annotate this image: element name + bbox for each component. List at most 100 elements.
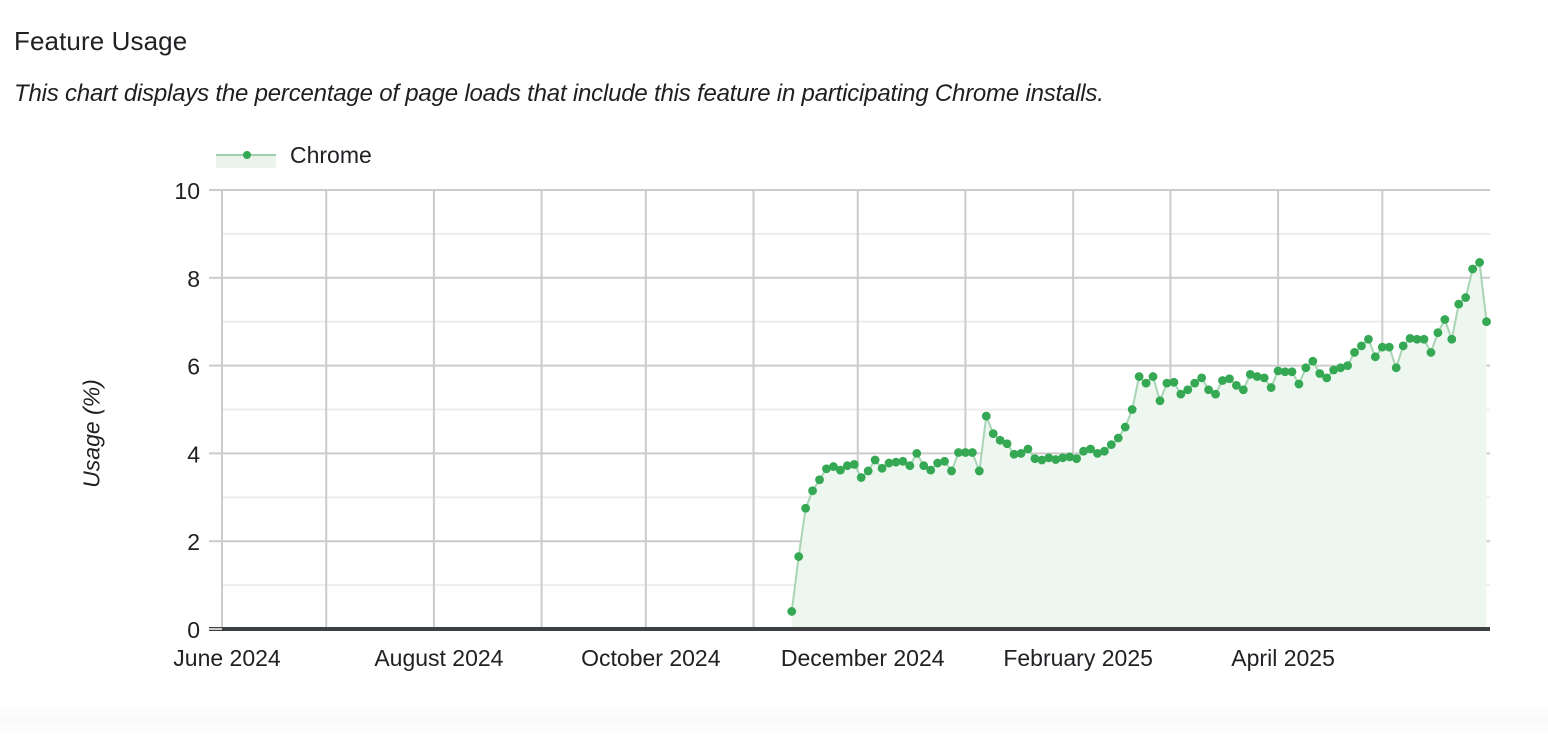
series-point[interactable] (1426, 348, 1436, 357)
series-point[interactable] (1093, 449, 1102, 458)
series-point[interactable] (1475, 258, 1484, 267)
series-point[interactable] (822, 464, 831, 474)
series-point[interactable] (808, 486, 817, 496)
series-point[interactable] (1384, 342, 1394, 352)
series-point[interactable] (988, 429, 998, 439)
series-point[interactable] (1336, 363, 1346, 373)
series-point[interactable] (912, 449, 922, 458)
series-point[interactable] (1357, 341, 1366, 351)
series-point[interactable] (919, 461, 929, 471)
series-point[interactable] (1148, 372, 1158, 381)
series-point[interactable] (877, 463, 887, 473)
series-point[interactable] (1141, 378, 1151, 388)
series-point[interactable] (815, 475, 824, 485)
series-point[interactable] (1044, 453, 1054, 463)
series-point[interactable] (1315, 369, 1325, 378)
series-point[interactable] (884, 458, 894, 468)
series-point[interactable] (1086, 444, 1095, 454)
series-point[interactable] (1127, 405, 1137, 414)
series-point[interactable] (842, 461, 852, 471)
series-point[interactable] (898, 456, 908, 466)
series-point[interactable] (1232, 380, 1241, 390)
series-point[interactable] (1079, 446, 1088, 456)
series-point[interactable] (870, 455, 880, 465)
series-point[interactable] (1405, 333, 1415, 343)
series-point[interactable] (1134, 372, 1144, 381)
series-point[interactable] (940, 456, 949, 466)
series-point[interactable] (1287, 367, 1297, 377)
series-point[interactable] (891, 457, 901, 467)
series-point[interactable] (1009, 449, 1019, 459)
series-point[interactable] (1162, 378, 1172, 388)
series-point[interactable] (1051, 455, 1061, 464)
usage-chart[interactable]: Chrome Usage (%) 0 2 4 6 8 10 June 2024 August … (0, 120, 1548, 690)
series-point[interactable] (1294, 379, 1304, 389)
series-point[interactable] (1106, 440, 1116, 450)
series-point[interactable] (954, 448, 963, 457)
series-point[interactable] (1058, 453, 1068, 463)
series-point[interactable] (1120, 422, 1130, 432)
series-point[interactable] (1023, 444, 1033, 454)
series-point[interactable] (933, 458, 943, 468)
series-point[interactable] (794, 552, 804, 561)
series-point[interactable] (856, 473, 866, 482)
series-point[interactable] (801, 503, 811, 513)
series-point[interactable] (1461, 293, 1471, 302)
series-point[interactable] (1225, 374, 1234, 384)
series-point[interactable] (1252, 372, 1262, 381)
series-point[interactable] (1065, 452, 1075, 462)
series-point[interactable] (1190, 378, 1200, 388)
series-point[interactable] (1238, 385, 1248, 395)
series-point[interactable] (1391, 363, 1401, 373)
series-point[interactable] (1030, 454, 1040, 464)
series-point[interactable] (947, 466, 956, 476)
series-point[interactable] (981, 411, 991, 421)
series-point[interactable] (961, 448, 970, 457)
series-point[interactable] (1072, 454, 1081, 464)
series-point[interactable] (1370, 352, 1380, 362)
series-point[interactable] (849, 459, 859, 469)
series-point[interactable] (1169, 377, 1179, 387)
series-point[interactable] (1002, 439, 1012, 449)
series-point[interactable] (1308, 356, 1318, 366)
series-point[interactable] (835, 465, 845, 475)
series-point[interactable] (1037, 455, 1047, 465)
series-point[interactable] (974, 466, 984, 476)
series-point[interactable] (1398, 341, 1408, 351)
series-point[interactable] (1245, 369, 1255, 379)
series-point[interactable] (1266, 383, 1276, 392)
series-point[interactable] (1454, 299, 1464, 309)
series-point[interactable] (1377, 342, 1387, 352)
series-point[interactable] (1176, 389, 1186, 399)
series-point[interactable] (1364, 334, 1373, 344)
series-point[interactable] (1183, 385, 1193, 395)
chart-svg[interactable]: 0 2 4 6 8 10 June 2024 August 2024 October 2024 D… (0, 120, 1548, 690)
series-point[interactable] (905, 461, 915, 471)
series-point[interactable] (1447, 334, 1457, 344)
series-point[interactable] (829, 462, 838, 471)
series-point[interactable] (967, 448, 977, 457)
series-point[interactable] (1204, 385, 1214, 395)
series-point[interactable] (995, 435, 1005, 445)
series-point[interactable] (1343, 361, 1352, 370)
series-point[interactable] (1113, 433, 1123, 443)
series-point[interactable] (863, 466, 873, 476)
series-point[interactable] (1468, 264, 1478, 274)
series-point[interactable] (1301, 363, 1311, 373)
series-point[interactable] (926, 465, 936, 475)
series-point[interactable] (1211, 389, 1220, 399)
series-point[interactable] (1155, 396, 1165, 406)
series-point[interactable] (1433, 328, 1443, 338)
series-point[interactable] (787, 607, 797, 616)
series-point[interactable] (1016, 449, 1026, 458)
series-point[interactable] (1280, 367, 1290, 377)
series-point[interactable] (1322, 373, 1332, 383)
series-point[interactable] (1099, 446, 1109, 456)
chart-legend[interactable]: Chrome (216, 138, 372, 172)
series-point[interactable] (1259, 373, 1269, 383)
series-point[interactable] (1482, 317, 1491, 327)
series-point[interactable] (1350, 348, 1359, 357)
series-point[interactable] (1440, 315, 1450, 324)
series-point[interactable] (1329, 365, 1339, 375)
series-point[interactable] (1218, 376, 1227, 385)
